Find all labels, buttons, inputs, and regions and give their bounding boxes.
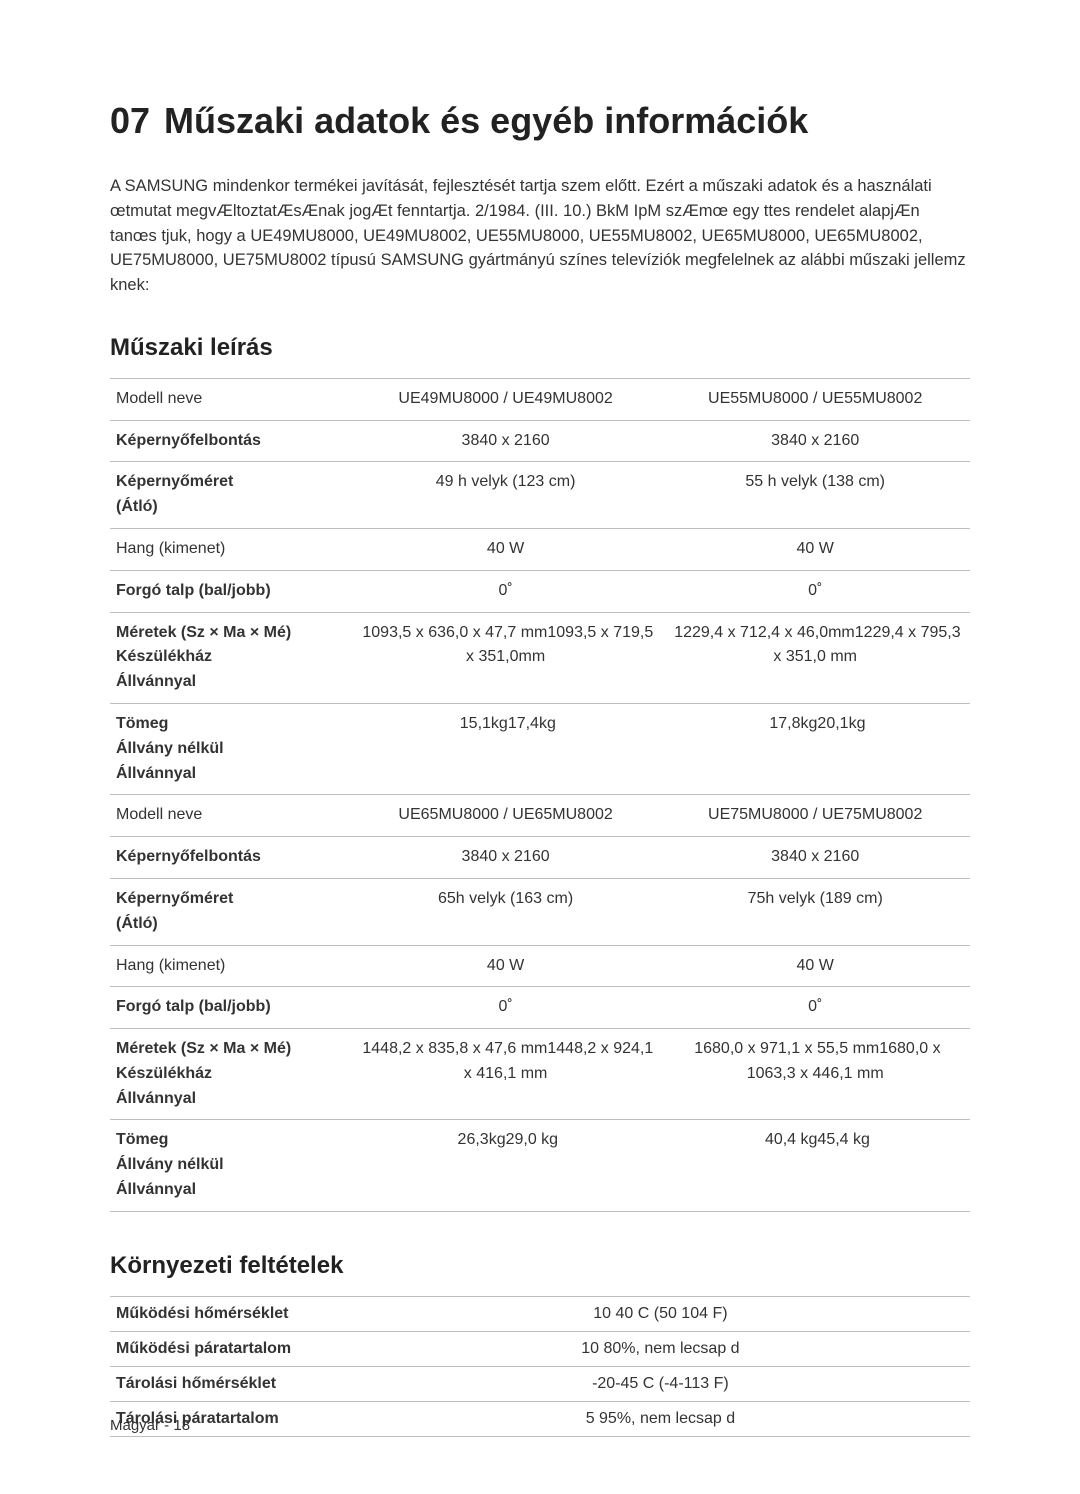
spec-label: TömegÁllvány nélkülÁllvánnyal — [110, 703, 351, 794]
spec-value-1: 3840 x 2160 — [351, 420, 661, 462]
spec-value-2: 0˚ — [660, 987, 970, 1029]
spec-value-1: 3840 x 2160 — [351, 837, 661, 879]
spec-label: Modell neve — [110, 795, 351, 837]
env-value: 10 40 C (50 104 F) — [351, 1296, 970, 1331]
spec-value-2: 1229,4 x 712,4 x 46,0mm1229,4 x 795,3 x … — [660, 612, 970, 703]
env-value: -20-45 C (-4-113 F) — [351, 1366, 970, 1401]
table-row: Modell neveUE49MU8000 / UE49MU8002UE55MU… — [110, 378, 970, 420]
spec-value-2: UE75MU8000 / UE75MU8002 — [660, 795, 970, 837]
spec-value-2: 3840 x 2160 — [660, 420, 970, 462]
section-number: 07 — [110, 100, 150, 141]
table-row: Képernyőfelbontás3840 x 21603840 x 2160 — [110, 420, 970, 462]
table-row: Működési hőmérséklet10 40 C (50 104 F) — [110, 1296, 970, 1331]
spec-label: Képernyőfelbontás — [110, 837, 351, 879]
table-row: Képernyőfelbontás3840 x 21603840 x 2160 — [110, 837, 970, 879]
title-text: Műszaki adatok és egyéb információk — [164, 100, 808, 141]
table-row: TömegÁllvány nélkülÁllvánnyal 15,1kg17,4… — [110, 703, 970, 794]
env-table: Működési hőmérséklet10 40 C (50 104 F)Mű… — [110, 1296, 970, 1437]
env-label: Működési hőmérséklet — [110, 1296, 351, 1331]
intro-paragraph: A SAMSUNG mindenkor termékei javítását, … — [110, 174, 970, 298]
table-row: Forgó talp (bal/jobb)0˚0˚ — [110, 570, 970, 612]
env-label: Tárolási hőmérséklet — [110, 1366, 351, 1401]
spec-label: TömegÁllvány nélkülÁllvánnyal — [110, 1120, 351, 1211]
page-title: 07 Műszaki adatok és egyéb információk — [110, 100, 970, 142]
table-row: Modell neveUE65MU8000 / UE65MU8002UE75MU… — [110, 795, 970, 837]
spec-value-2: 40,4 kg45,4 kg — [660, 1120, 970, 1211]
spec-value-1: 15,1kg17,4kg — [351, 703, 661, 794]
env-label: Működési páratartalom — [110, 1331, 351, 1366]
table-row: TömegÁllvány nélkülÁllvánnyal 26,3kg29,0… — [110, 1120, 970, 1211]
table-row: Képernyőméret(Átló)65h velyk (163 cm)75h… — [110, 878, 970, 945]
spec-value-1: 0˚ — [351, 987, 661, 1029]
table-row: Képernyőméret(Átló)49 h velyk (123 cm)55… — [110, 462, 970, 529]
subheading-env: Környezeti feltételek — [110, 1252, 970, 1280]
spec-value-2: 17,8kg20,1kg — [660, 703, 970, 794]
table-row: Tárolási páratartalom5 95%, nem lecsap d — [110, 1401, 970, 1436]
spec-value-1: 40 W — [351, 528, 661, 570]
spec-value-2: 55 h velyk (138 cm) — [660, 462, 970, 529]
spec-value-1: 49 h velyk (123 cm) — [351, 462, 661, 529]
spec-label: Képernyőfelbontás — [110, 420, 351, 462]
spec-value-2: UE55MU8000 / UE55MU8002 — [660, 378, 970, 420]
spec-value-2: 75h velyk (189 cm) — [660, 878, 970, 945]
table-row: Tárolási hőmérséklet-20-45 C (-4-113 F) — [110, 1366, 970, 1401]
spec-label: Méretek (Sz × Ma × Mé)KészülékházÁllvánn… — [110, 1029, 351, 1120]
spec-label: Hang (kimenet) — [110, 528, 351, 570]
spec-value-1: 0˚ — [351, 570, 661, 612]
spec-value-1: 26,3kg29,0 kg — [351, 1120, 661, 1211]
spec-value-2: 0˚ — [660, 570, 970, 612]
subheading-spec: Műszaki leírás — [110, 334, 970, 362]
spec-value-1: 1448,2 x 835,8 x 47,6 mm1448,2 x 924,1 x… — [351, 1029, 661, 1120]
spec-label: Hang (kimenet) — [110, 945, 351, 987]
spec-value-1: 1093,5 x 636,0 x 47,7 mm1093,5 x 719,5 x… — [351, 612, 661, 703]
spec-label: Forgó talp (bal/jobb) — [110, 987, 351, 1029]
spec-label: Forgó talp (bal/jobb) — [110, 570, 351, 612]
spec-value-2: 40 W — [660, 945, 970, 987]
spec-label: Modell neve — [110, 378, 351, 420]
env-value: 5 95%, nem lecsap d — [351, 1401, 970, 1436]
spec-label: Képernyőméret(Átló) — [110, 878, 351, 945]
table-row: Méretek (Sz × Ma × Mé)KészülékházÁllvánn… — [110, 612, 970, 703]
table-row: Hang (kimenet)40 W40 W — [110, 945, 970, 987]
spec-value-2: 40 W — [660, 528, 970, 570]
table-row: Méretek (Sz × Ma × Mé)KészülékházÁllvánn… — [110, 1029, 970, 1120]
spec-value-1: 40 W — [351, 945, 661, 987]
spec-value-2: 1680,0 x 971,1 x 55,5 mm1680,0 x 1063,3 … — [660, 1029, 970, 1120]
table-row: Forgó talp (bal/jobb)0˚0˚ — [110, 987, 970, 1029]
spec-label: Képernyőméret(Átló) — [110, 462, 351, 529]
table-row: Működési páratartalom10 80%, nem lecsap … — [110, 1331, 970, 1366]
page-footer: Magyar - 18 — [110, 1417, 190, 1434]
spec-table: Modell neveUE49MU8000 / UE49MU8002UE55MU… — [110, 378, 970, 1212]
table-row: Hang (kimenet)40 W40 W — [110, 528, 970, 570]
spec-value-1: UE49MU8000 / UE49MU8002 — [351, 378, 661, 420]
spec-value-1: 65h velyk (163 cm) — [351, 878, 661, 945]
spec-label: Méretek (Sz × Ma × Mé)KészülékházÁllvánn… — [110, 612, 351, 703]
env-value: 10 80%, nem lecsap d — [351, 1331, 970, 1366]
spec-value-2: 3840 x 2160 — [660, 837, 970, 879]
spec-value-1: UE65MU8000 / UE65MU8002 — [351, 795, 661, 837]
